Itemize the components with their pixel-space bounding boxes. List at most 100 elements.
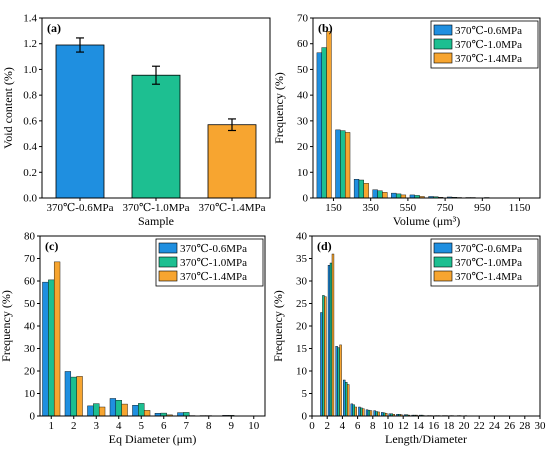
bar <box>369 410 373 417</box>
bar <box>53 261 61 417</box>
bar <box>132 405 139 417</box>
axes-frame <box>312 17 541 199</box>
legend-label: 370℃-0.6MPa <box>180 243 247 255</box>
bar <box>98 406 106 417</box>
bar <box>131 74 181 199</box>
panel-b: 0 10 20 30 40 50 60 70 150 350 550 750 950 1150 370℃-0… <box>272 13 541 228</box>
x-tick-label: 10 <box>383 420 395 432</box>
axes-frame <box>41 17 271 199</box>
panel-label: (d) <box>317 239 332 253</box>
bar <box>377 411 380 417</box>
x-tick-label: 750 <box>437 202 454 214</box>
bar <box>365 409 369 417</box>
legend-swatch <box>433 242 453 254</box>
bar <box>340 130 346 199</box>
bar <box>329 262 333 417</box>
bar <box>109 398 117 417</box>
y-tick-label: 0.8 <box>23 90 37 102</box>
y-tick-label: 60 <box>297 38 309 50</box>
y-tick-label: 40 <box>296 231 308 243</box>
y-tick-label: 0 <box>30 411 36 423</box>
y-tick-label: 50 <box>24 298 36 310</box>
panel-label: (b) <box>318 21 333 35</box>
bar <box>395 193 402 199</box>
y-tick-label: 0 <box>302 411 308 423</box>
x-tick-label: 4 <box>340 420 346 432</box>
bar <box>115 400 122 417</box>
bar <box>353 179 360 199</box>
bar <box>324 296 327 417</box>
bar <box>346 384 350 417</box>
x-tick-label: 7 <box>184 420 190 432</box>
bar <box>382 192 388 199</box>
bar <box>377 190 383 199</box>
x-tick-label: 150 <box>325 202 342 214</box>
y-tick-label: 0.2 <box>23 167 37 179</box>
x-tick-label: 1150 <box>509 202 531 214</box>
y-tick-label: 40 <box>297 90 309 102</box>
bar <box>138 403 145 417</box>
x-tick-label: 2 <box>324 420 330 432</box>
y-axis-label: Frequency (%) <box>272 72 286 144</box>
x-axis-label: Length/Diameter <box>385 432 467 446</box>
bar <box>339 344 342 417</box>
y-tick-label: 25 <box>296 298 308 310</box>
bar <box>344 132 351 199</box>
x-tick-label: 8 <box>370 420 376 432</box>
bar <box>350 403 354 417</box>
bar <box>320 312 323 417</box>
x-tick-label: 370℃-0.6MPa <box>47 202 114 214</box>
bar <box>363 183 369 199</box>
y-tick-label: 1.2 <box>23 38 37 50</box>
bar <box>343 379 346 417</box>
x-tick-label: 3 <box>94 420 100 432</box>
bar <box>362 408 365 417</box>
legend-swatch <box>158 270 178 282</box>
legend-swatch <box>433 52 453 64</box>
bar <box>55 44 105 199</box>
legend-label: 370℃-1.4MPa <box>455 53 522 65</box>
legend-label: 370℃-1.0MPa <box>455 257 522 269</box>
bar <box>360 407 363 417</box>
panel-label: (c) <box>45 239 58 253</box>
y-tick-label: 70 <box>297 13 309 25</box>
x-axis-label: Sample <box>138 214 174 228</box>
x-tick-label: 14 <box>413 420 425 432</box>
bar <box>354 406 357 417</box>
y-tick-label: 20 <box>24 366 36 378</box>
x-tick-label: 28 <box>519 420 531 432</box>
bar <box>64 371 72 417</box>
bar <box>48 279 55 417</box>
x-tick-label: 4 <box>116 420 122 432</box>
y-tick-label: 30 <box>296 276 308 288</box>
y-tick-label: 20 <box>296 321 308 333</box>
y-tick-label: 35 <box>296 253 308 265</box>
bar <box>93 403 100 417</box>
y-tick-label: 60 <box>24 276 36 288</box>
y-tick-label: 5 <box>302 388 308 400</box>
bar <box>326 31 332 199</box>
x-tick-label: 950 <box>474 202 491 214</box>
x-tick-label: 20 <box>459 420 471 432</box>
y-tick-label: 30 <box>297 115 309 127</box>
bar <box>177 412 184 417</box>
y-axis-label: Frequency (%) <box>271 290 285 362</box>
bar <box>335 346 338 417</box>
legend-swatch <box>433 38 453 50</box>
y-tick-label: 0.0 <box>23 193 37 205</box>
legend-label: 370℃-1.0MPa <box>455 39 522 51</box>
bar <box>358 406 361 417</box>
x-tick-label: 16 <box>428 420 440 432</box>
x-tick-label: 370℃-1.4MPa <box>199 202 266 214</box>
bar <box>316 52 322 199</box>
bar <box>373 410 376 417</box>
x-tick-label: 26 <box>504 420 516 432</box>
x-tick-label: 6 <box>355 420 361 432</box>
x-tick-label: 24 <box>489 420 501 432</box>
bar <box>381 412 384 417</box>
x-tick-label: 22 <box>474 420 485 432</box>
y-tick-label: 10 <box>24 388 36 400</box>
bar <box>76 376 83 417</box>
